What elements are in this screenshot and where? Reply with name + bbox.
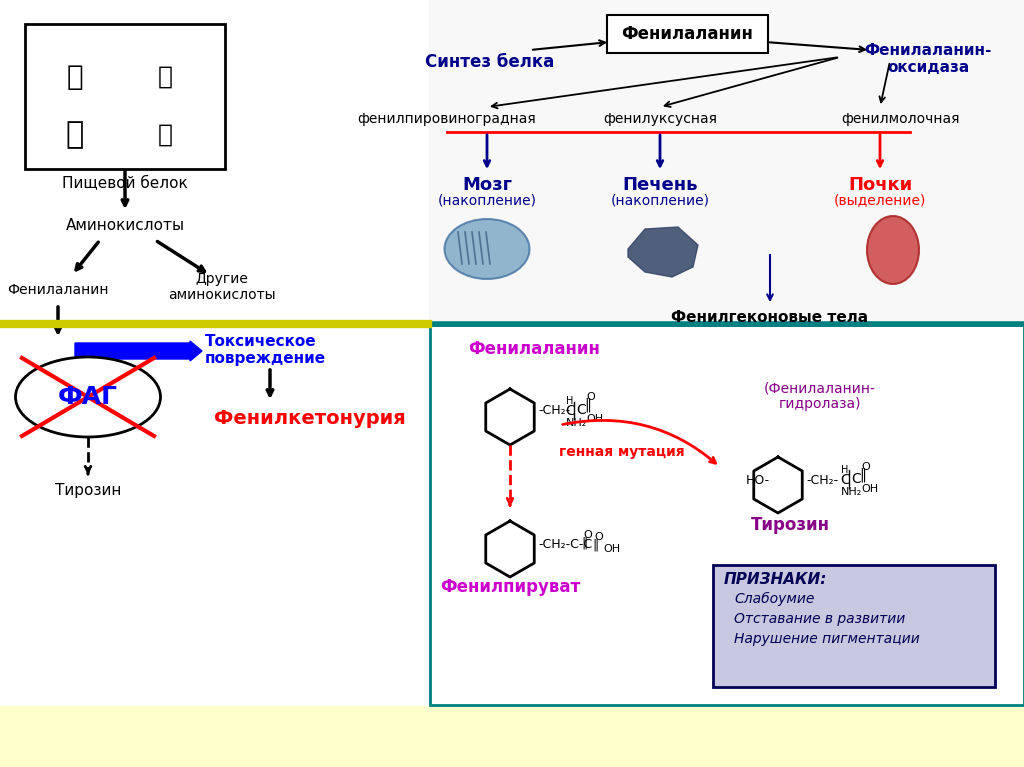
Text: фенилпировиноградная: фенилпировиноградная [357,112,537,126]
Text: аминокислоты: аминокислоты [168,288,275,302]
Text: Синтез белка: Синтез белка [425,53,555,71]
Bar [430,0,1024,324]
Text: C: C [840,473,850,487]
Text: NH₂: NH₂ [566,418,587,428]
Text: C: C [565,404,574,418]
Text: O: O [861,462,869,472]
Text: 🐟: 🐟 [158,123,172,147]
Text: Слабоумие: Слабоумие [734,592,814,606]
Bar [430,325,1024,705]
Text: ФАГ: ФАГ [58,385,118,409]
Bar [430,325,1024,705]
Text: 🥚: 🥚 [66,120,84,150]
Bar [0,705,1024,767]
Text: -CH₂-C-C: -CH₂-C-C [538,538,592,551]
Text: Мозг: Мозг [462,176,512,194]
FancyBboxPatch shape [607,15,768,53]
Text: Фенилаланин-
оксидаза: Фенилаланин- оксидаза [864,43,991,75]
Text: C: C [851,472,861,486]
Ellipse shape [444,219,529,279]
Text: Фенилгеконовые тела: Фенилгеконовые тела [672,310,868,324]
Text: генная мутация: генная мутация [559,445,685,459]
FancyArrow shape [75,341,202,361]
Text: Фенилаланин: Фенилаланин [622,25,753,43]
Bar [0,0,428,705]
Text: 🐟: 🐟 [67,63,83,91]
Text: Фенилпируват: Фенилпируват [440,578,581,596]
Text: Фенилаланин: Фенилаланин [7,283,109,297]
Text: (выделение): (выделение) [834,193,926,207]
Text: Другие: Другие [196,272,249,286]
Text: (Фенилаланин-: (Фенилаланин- [764,382,876,396]
Text: Пищевой белок: Пищевой белок [62,176,187,192]
Polygon shape [628,227,698,277]
Text: OH: OH [861,484,879,494]
Text: Почки: Почки [848,176,912,194]
Text: (накопление): (накопление) [437,193,537,207]
Text: фенилмолочная: фенилмолочная [841,112,959,126]
Text: Фенилаланин: Фенилаланин [468,340,600,358]
Text: Тирозин: Тирозин [55,482,121,498]
Text: H: H [566,396,573,406]
FancyBboxPatch shape [713,565,995,687]
Text: Фенилкетонурия: Фенилкетонурия [214,410,406,429]
Text: ‖: ‖ [581,536,587,549]
Text: фенилуксусная: фенилуксусная [603,112,717,126]
Text: повреждение: повреждение [205,351,326,367]
Text: Нарушение пигментации: Нарушение пигментации [734,632,920,646]
Text: -CH₂-: -CH₂- [538,404,570,417]
Text: Печень: Печень [623,176,697,194]
Ellipse shape [15,357,161,437]
Ellipse shape [867,216,919,284]
Bar [25,24,225,169]
Text: (накопление): (накопление) [610,193,710,207]
Text: ‖: ‖ [859,468,866,482]
Text: O: O [586,392,595,402]
Text: ‖: ‖ [592,538,598,551]
Text: Аминокислоты: Аминокислоты [66,219,184,233]
Text: OH: OH [586,414,603,424]
Text: OH: OH [603,544,621,554]
Text: O: O [594,532,603,542]
Text: C: C [575,403,586,417]
Text: NH₂: NH₂ [841,487,862,497]
Text: O: O [583,530,592,540]
Text: ПРИЗНАКИ:: ПРИЗНАКИ: [724,571,827,587]
Text: Тирозин: Тирозин [751,516,829,534]
Text: -CH₂-: -CH₂- [806,473,838,486]
Text: HO-: HO- [746,473,770,486]
Text: гидролаза): гидролаза) [778,397,861,411]
Text: Отставание в развитии: Отставание в развитии [734,612,905,626]
Text: 🍗: 🍗 [158,65,172,89]
Text: Токсическое: Токсическое [205,334,316,350]
Text: ‖: ‖ [584,398,591,412]
Text: H: H [841,465,848,475]
